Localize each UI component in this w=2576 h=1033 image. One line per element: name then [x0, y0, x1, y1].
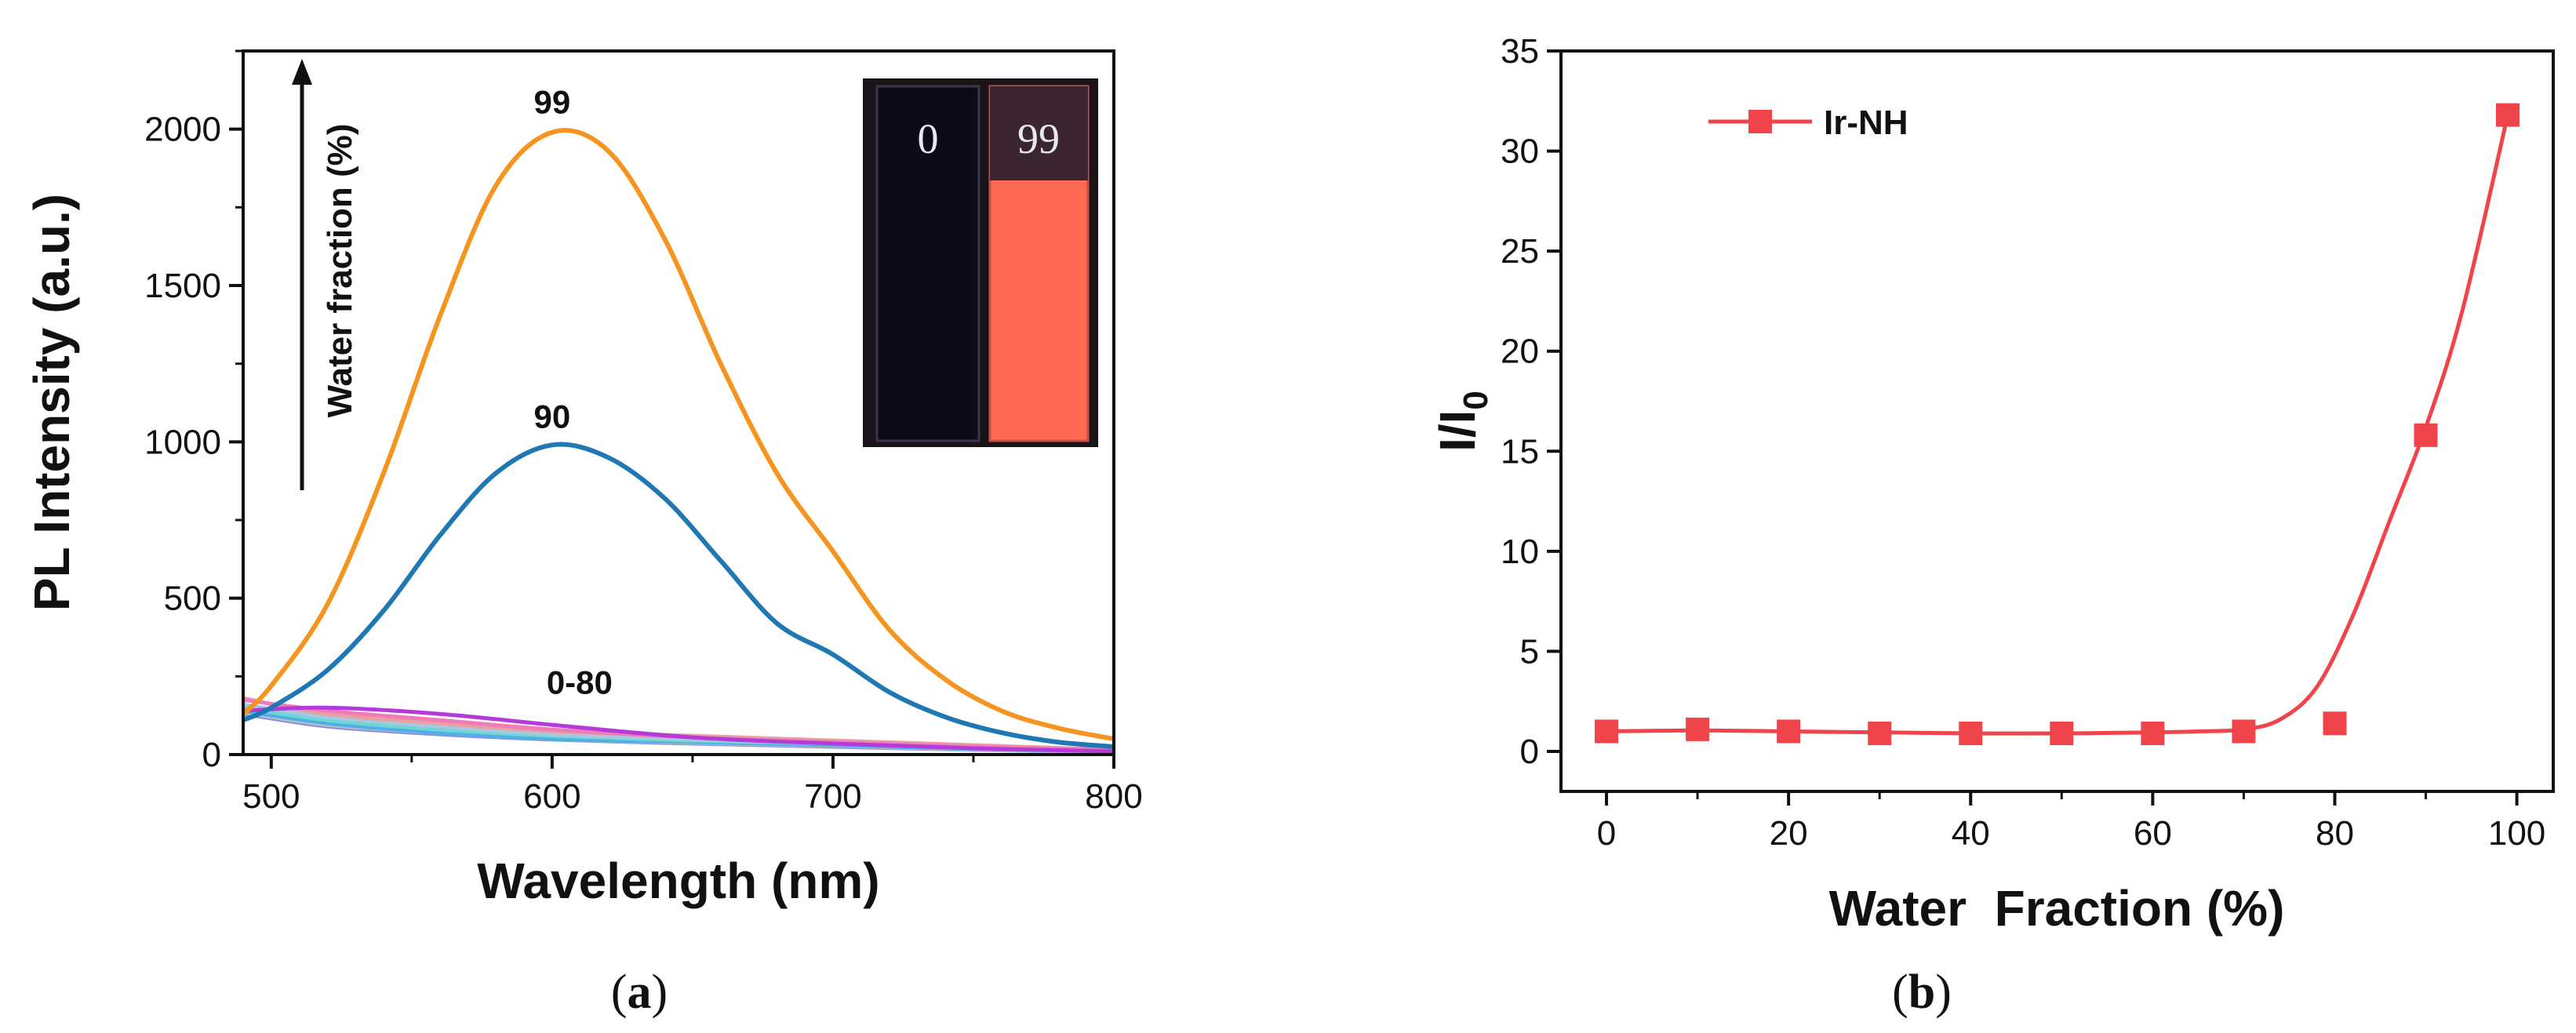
y-tick-label-500: 500: [164, 580, 221, 618]
panel-b-ticks: 0 20 40 60 80 100 0 5 10 15 20 25 30 35: [1501, 32, 2545, 853]
panel-b-caption: (b): [1892, 966, 1952, 1019]
inset-label-0: 0: [918, 115, 939, 162]
b-y-tick-label-20: 20: [1501, 333, 1539, 371]
panel-a-inset-photo: 0 99: [863, 78, 1098, 447]
panel-b: 0 20 40 60 80 100 0 5 10 15 20 25 30 35 Ir-NH Water F…: [1429, 32, 2555, 1019]
panel-a-frame: [242, 49, 1115, 756]
fit-curve-ir-nh: [1606, 115, 2510, 736]
arrow-head: [292, 59, 312, 85]
x-tick-label-800: 800: [1085, 777, 1142, 816]
spectrum-line-90: [242, 442, 1115, 749]
data-point-80: [2323, 711, 2347, 736]
y-tick-label-2000: 2000: [144, 111, 221, 149]
y-tick-label-0: 0: [202, 736, 221, 774]
legend-marker: [1748, 110, 1772, 133]
b-y-tick-label-35: 35: [1501, 32, 1539, 71]
b-x-tick-label-20: 20: [1770, 814, 1808, 853]
b-x-tick-label-60: 60: [2134, 814, 2172, 853]
x-tick-label-600: 600: [523, 777, 580, 816]
spectrum-line-99: [241, 128, 1115, 742]
data-point-0: [1595, 719, 1619, 744]
panel-a-ticks: 500 600 700 800 0 500 1000 1500 2000: [144, 49, 1143, 816]
annotation-0-80: 0-80: [547, 664, 613, 700]
b-x-tick-label-0: 0: [1597, 814, 1616, 853]
b-y-tick-label-5: 5: [1520, 632, 1539, 671]
arrow-label: Water fraction (%): [321, 124, 359, 418]
b-y-tick-label-0: 0: [1520, 733, 1539, 771]
spectrum-line-80: [242, 705, 1115, 754]
panel-b-x-axis-title: Water Fraction (%): [1829, 880, 2285, 937]
data-point-90: [2414, 423, 2438, 447]
y-tick-label-1000: 1000: [144, 423, 221, 461]
b-y-tick-label-15: 15: [1501, 432, 1539, 471]
data-point-99: [2495, 103, 2520, 127]
data-point-20: [1777, 719, 1801, 744]
legend-label-ir-nh: Ir-NH: [1824, 104, 1908, 142]
data-point-10: [1686, 717, 1710, 741]
b-x-tick-label-80: 80: [2316, 814, 2354, 853]
panel-b-frame: [1559, 49, 2555, 793]
annotation-90: 90: [534, 398, 571, 435]
panel-b-y-axis-title-sub: 0: [1457, 391, 1495, 409]
data-point-40: [1959, 722, 1983, 746]
water-fraction-arrow: Water fraction (%): [292, 59, 359, 490]
panel-a-x-axis-title: Wavelength (nm): [477, 853, 879, 909]
inset-vial-99-top: [990, 86, 1088, 180]
b-x-tick-label-40: 40: [1952, 814, 1990, 853]
panel-a-caption-label: a: [628, 966, 652, 1019]
panel-a: 500 600 700 800 0 500 1000 1500 2000 0 99 Water …: [24, 49, 1143, 1019]
panel-b-y-axis-title: I/I0: [1429, 391, 1495, 452]
b-y-tick-label-25: 25: [1501, 232, 1539, 271]
panel-a-caption: (a): [611, 966, 668, 1019]
x-tick-label-700: 700: [804, 777, 861, 816]
panel-b-legend: Ir-NH: [1708, 104, 1908, 142]
b-x-tick-label-100: 100: [2488, 814, 2545, 853]
inset-label-99: 99: [1017, 115, 1060, 162]
panel-b-series: [1595, 103, 2520, 746]
x-tick-label-500: 500: [242, 777, 300, 816]
data-point-30: [1868, 722, 1892, 746]
b-y-tick-label-10: 10: [1501, 533, 1539, 571]
panel-a-curves: [241, 128, 1115, 755]
data-point-60: [2141, 722, 2165, 746]
data-point-70: [2232, 719, 2256, 744]
panel-a-y-axis-title: PL Intensity (a.u.): [24, 194, 80, 611]
inset-vial-0: [875, 85, 981, 442]
b-y-tick-label-30: 30: [1501, 133, 1539, 171]
panel-b-y-axis-title-main: I/I: [1429, 410, 1486, 452]
annotation-99: 99: [534, 84, 571, 121]
panel-b-caption-label: b: [1908, 966, 1935, 1019]
data-point-50: [2050, 722, 2074, 746]
y-tick-label-1500: 1500: [144, 267, 221, 305]
